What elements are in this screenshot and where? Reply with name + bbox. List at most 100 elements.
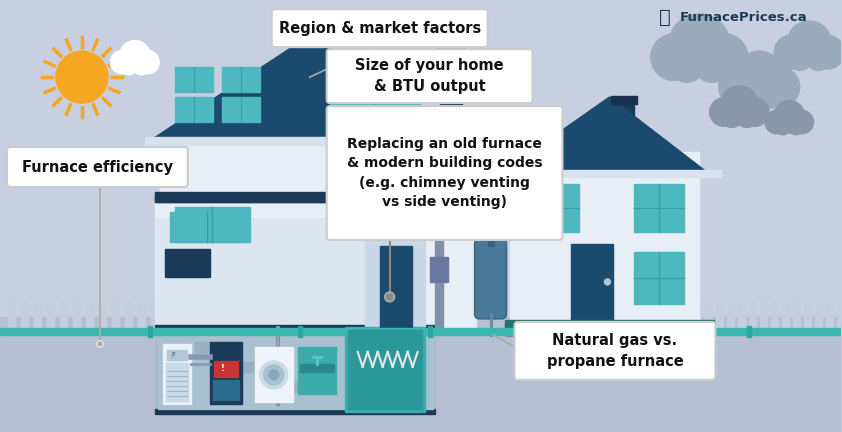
Bar: [380, 246, 412, 328]
FancyBboxPatch shape: [272, 9, 488, 47]
Bar: [155, 409, 434, 414]
Bar: [164, 306, 171, 328]
Polygon shape: [760, 299, 767, 306]
Circle shape: [456, 95, 460, 99]
Polygon shape: [771, 299, 778, 306]
Bar: [47, 306, 54, 328]
Bar: [748, 326, 751, 337]
Bar: [175, 67, 213, 92]
Bar: [300, 364, 333, 372]
Circle shape: [132, 57, 150, 75]
FancyBboxPatch shape: [327, 49, 532, 103]
Bar: [170, 212, 245, 242]
Bar: [160, 142, 476, 328]
Circle shape: [721, 86, 758, 123]
Bar: [634, 252, 685, 304]
Bar: [167, 350, 187, 360]
Circle shape: [721, 105, 743, 127]
Circle shape: [734, 78, 764, 108]
Polygon shape: [21, 299, 28, 306]
FancyBboxPatch shape: [514, 322, 716, 380]
Polygon shape: [47, 299, 54, 306]
Text: Natural gas vs.
propane furnace: Natural gas vs. propane furnace: [546, 333, 684, 369]
Polygon shape: [727, 299, 734, 306]
Bar: [527, 326, 531, 337]
Polygon shape: [112, 299, 119, 306]
Polygon shape: [717, 299, 723, 306]
Bar: [488, 234, 493, 246]
Bar: [428, 326, 432, 337]
Circle shape: [516, 347, 523, 353]
Text: Region & market factors: Region & market factors: [279, 21, 481, 36]
Bar: [255, 347, 293, 402]
Bar: [837, 306, 842, 328]
Bar: [634, 184, 685, 232]
Circle shape: [761, 68, 800, 107]
Bar: [429, 257, 448, 282]
Circle shape: [518, 348, 521, 352]
Bar: [125, 306, 132, 328]
Polygon shape: [695, 299, 701, 306]
Bar: [437, 42, 465, 52]
Circle shape: [805, 44, 831, 70]
Bar: [155, 192, 365, 202]
Bar: [210, 342, 242, 404]
FancyBboxPatch shape: [7, 147, 188, 187]
Bar: [255, 372, 277, 382]
Bar: [34, 306, 41, 328]
Bar: [348, 330, 422, 409]
Bar: [151, 306, 157, 328]
Circle shape: [734, 51, 785, 102]
Bar: [21, 306, 28, 328]
Bar: [440, 42, 461, 157]
Bar: [138, 306, 145, 328]
Bar: [706, 306, 712, 328]
Bar: [221, 67, 260, 92]
Bar: [145, 137, 478, 145]
Bar: [365, 228, 424, 328]
Circle shape: [110, 51, 134, 74]
Bar: [195, 342, 216, 352]
Bar: [520, 184, 579, 232]
Circle shape: [669, 46, 705, 83]
Bar: [793, 306, 800, 328]
Circle shape: [605, 279, 610, 285]
Bar: [826, 306, 834, 328]
Polygon shape: [804, 299, 811, 306]
Bar: [727, 306, 734, 328]
Bar: [760, 306, 767, 328]
Circle shape: [97, 341, 103, 347]
Circle shape: [136, 51, 159, 74]
Bar: [504, 320, 714, 328]
Bar: [804, 306, 811, 328]
Circle shape: [736, 105, 758, 127]
Circle shape: [786, 117, 805, 135]
FancyBboxPatch shape: [327, 106, 562, 240]
Text: 🍁: 🍁: [659, 8, 671, 27]
Text: Replacing an old furnace
& modern building codes
(e.g. chimney venting
vs side v: Replacing an old furnace & modern buildi…: [347, 137, 542, 209]
Polygon shape: [164, 299, 171, 306]
Bar: [572, 244, 614, 324]
Circle shape: [56, 51, 108, 103]
Circle shape: [386, 294, 392, 300]
Circle shape: [651, 34, 697, 80]
Polygon shape: [826, 299, 834, 306]
Circle shape: [774, 117, 792, 135]
Bar: [165, 249, 210, 277]
Bar: [177, 306, 184, 328]
Text: !: !: [221, 364, 225, 373]
Circle shape: [260, 361, 288, 389]
Bar: [155, 193, 365, 328]
Polygon shape: [73, 299, 80, 306]
Bar: [60, 306, 67, 328]
Circle shape: [754, 78, 785, 108]
Bar: [175, 97, 213, 122]
Bar: [112, 306, 119, 328]
Bar: [717, 306, 723, 328]
Polygon shape: [837, 299, 842, 306]
Polygon shape: [148, 34, 476, 142]
Text: FurnacePrices.ca: FurnacePrices.ca: [679, 11, 807, 24]
Circle shape: [719, 68, 758, 107]
Circle shape: [710, 98, 738, 127]
Bar: [298, 347, 336, 394]
